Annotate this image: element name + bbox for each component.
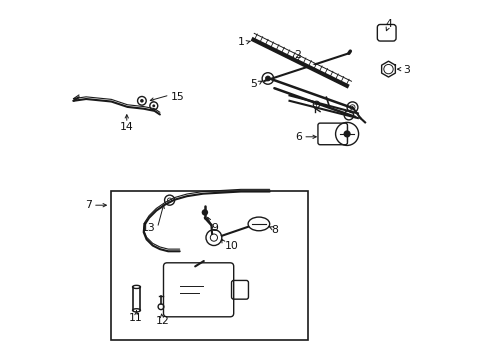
Circle shape: [140, 99, 143, 103]
Text: 5: 5: [250, 78, 257, 89]
Circle shape: [265, 76, 270, 81]
Text: 14: 14: [120, 122, 133, 132]
Text: 6: 6: [295, 132, 302, 142]
Text: 9: 9: [211, 222, 218, 233]
Text: 15: 15: [170, 92, 184, 102]
Text: 3: 3: [402, 65, 409, 75]
Text: 2: 2: [294, 50, 301, 60]
Bar: [111, 191, 307, 340]
Text: 10: 10: [224, 240, 238, 251]
Circle shape: [201, 209, 208, 216]
Text: 8: 8: [271, 225, 278, 235]
Text: 13: 13: [141, 223, 155, 233]
Text: 12: 12: [155, 316, 169, 326]
Circle shape: [343, 130, 350, 138]
Text: 7: 7: [84, 200, 91, 210]
Circle shape: [152, 104, 155, 107]
Text: 4: 4: [384, 19, 391, 30]
Text: 1: 1: [237, 37, 244, 47]
Text: 11: 11: [129, 312, 142, 323]
